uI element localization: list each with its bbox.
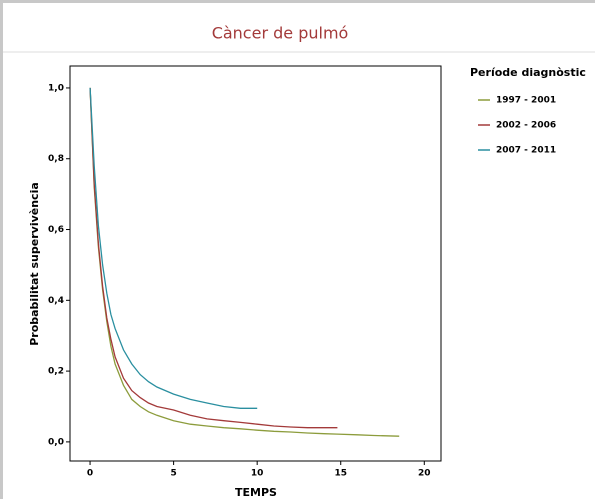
x-tick-label: 10 bbox=[251, 469, 264, 479]
legend-label: 2002 - 2006 bbox=[496, 121, 556, 131]
y-tick-label: 1,0 bbox=[48, 83, 64, 93]
y-axis-label: Probabilitat supervivència bbox=[28, 182, 41, 346]
plot-frame bbox=[69, 65, 442, 462]
series-line bbox=[89, 87, 338, 429]
series-line bbox=[89, 87, 258, 409]
x-tick-label: 5 bbox=[170, 469, 176, 479]
x-axis-label: TEMPS bbox=[235, 486, 277, 499]
y-tick-label: 0,0 bbox=[48, 437, 64, 447]
x-tick-label: 0 bbox=[87, 469, 93, 479]
x-tick-label: 15 bbox=[334, 469, 347, 479]
x-tick-label: 20 bbox=[418, 469, 431, 479]
legend-title: Període diagnòstic bbox=[470, 66, 586, 79]
chart-title: Càncer de pulmó bbox=[212, 24, 349, 43]
legend-label: 2007 - 2011 bbox=[496, 146, 556, 156]
legend-label: 1997 - 2001 bbox=[496, 96, 556, 106]
y-tick-label: 0,4 bbox=[48, 296, 64, 306]
y-tick-label: 0,6 bbox=[48, 225, 64, 235]
y-tick-label: 0,2 bbox=[48, 367, 64, 377]
y-tick-label: 0,8 bbox=[48, 154, 64, 164]
series-line bbox=[89, 87, 400, 437]
